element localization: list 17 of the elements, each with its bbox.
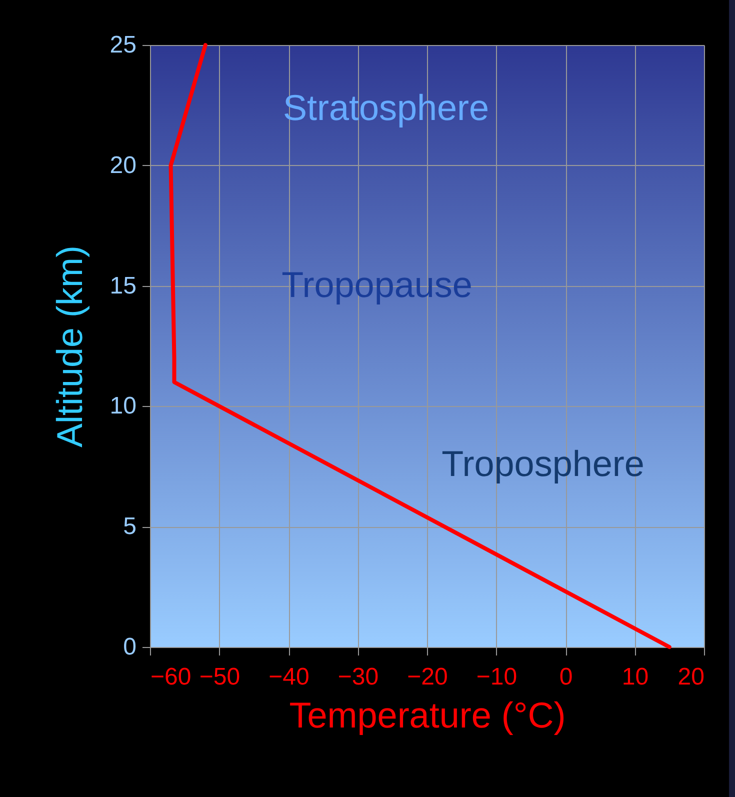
y-tick-label: 20 [110,152,136,179]
y-tick-label: 10 [110,392,136,420]
y-tick-label: 25 [110,32,136,58]
x-tick-label: −50 [199,664,240,690]
x-tick-label: −30 [338,664,379,690]
x-tick-label: 20 [678,664,704,690]
x-tick-label: 0 [559,664,573,690]
x-tick-label: −20 [407,664,448,690]
x-tick-label: −60 [150,664,192,690]
x-axis-title: Temperature (°C) [289,694,566,736]
y-tick-label: 15 [110,272,136,300]
x-tick-label: −40 [268,664,310,690]
y-axis-title: Altitude (km) [48,245,90,448]
y-tick-label: 5 [123,513,136,540]
x-tick-label: −10 [476,664,518,690]
y-tick-label: 0 [123,634,136,660]
x-tick-label: 10 [622,664,649,690]
